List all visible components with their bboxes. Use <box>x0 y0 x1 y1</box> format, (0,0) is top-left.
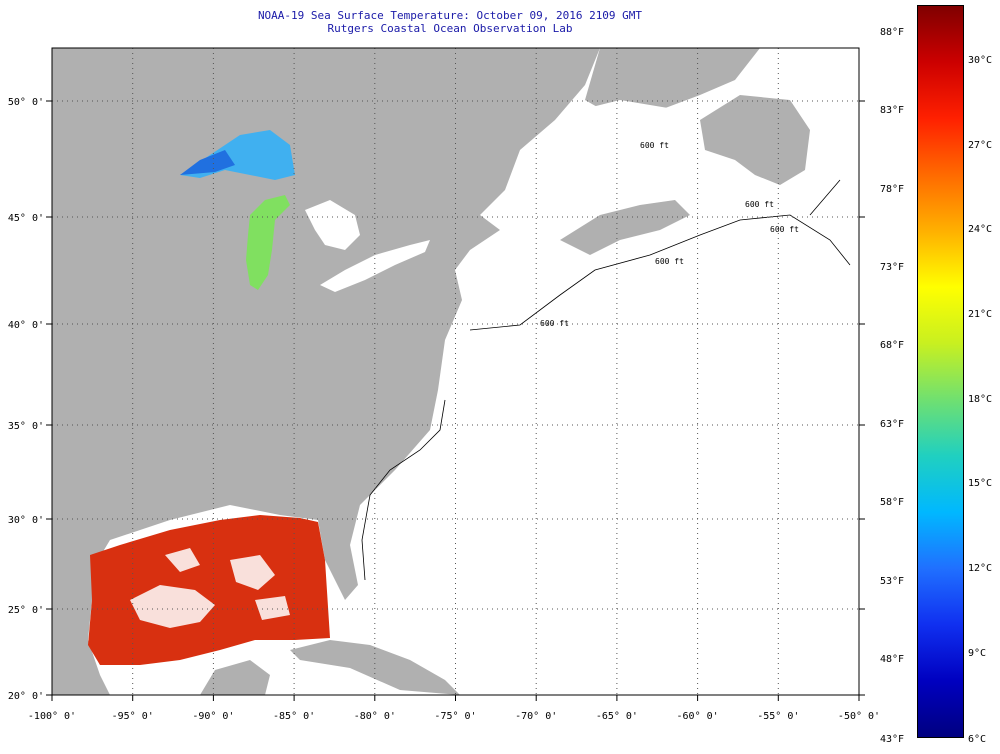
colorbar-fahrenheit-label: 43°F <box>880 734 905 745</box>
lat-label: 20° 0' <box>8 691 44 702</box>
lat-label: 50° 0' <box>8 97 44 108</box>
lon-label: -90° 0' <box>192 711 234 722</box>
lon-label: -65° 0' <box>596 711 638 722</box>
colorbar-fahrenheit-label: 68°F <box>880 340 905 351</box>
lat-label: 30° 0' <box>8 515 44 526</box>
colorbar-fahrenheit-label: 48°F <box>880 654 905 665</box>
lon-label: -50° 0' <box>838 711 880 722</box>
colorbar-celsius-label: 6°C <box>968 734 987 745</box>
colorbar-fahrenheit-label: 53°F <box>880 576 905 587</box>
colorbar-celsius-label: 9°C <box>968 648 987 659</box>
contour-label: 600 ft <box>745 200 774 209</box>
colorbar-celsius-label: 21°C <box>968 309 993 320</box>
colorbar-fahrenheit-label: 78°F <box>880 184 905 195</box>
lake-michigan-sst <box>246 195 290 290</box>
lon-label: -95° 0' <box>112 711 154 722</box>
lat-label: 25° 0' <box>8 605 44 616</box>
land-yucatan <box>200 660 270 695</box>
longitude-labels: -100° 0' -95° 0' -90° 0' -85° 0' -80° 0' -75°… <box>28 711 880 722</box>
colorbar-fahrenheit-label: 63°F <box>880 419 905 430</box>
map-subtitle: Rutgers Coastal Ocean Observation Lab <box>327 22 573 35</box>
lat-label: 45° 0' <box>8 213 44 224</box>
axis-ticks <box>46 100 865 701</box>
colorbar-celsius-label: 24°C <box>968 224 993 235</box>
contour-label: 600 ft <box>540 319 569 328</box>
lon-label: -100° 0' <box>28 711 76 722</box>
colorbar-celsius-label: 15°C <box>968 478 993 489</box>
shelf-contour <box>361 179 851 581</box>
colorbar-fahrenheit-label: 88°F <box>880 27 905 38</box>
lon-label: -75° 0' <box>434 711 476 722</box>
lake-superior-cold <box>180 150 235 175</box>
temperature-colorbar <box>917 5 964 738</box>
colorbar-celsius-label: 18°C <box>968 394 993 405</box>
colorbar-fahrenheit-label: 73°F <box>880 262 905 273</box>
gulf-cloud-gaps <box>130 548 290 628</box>
lat-label: 40° 0' <box>8 320 44 331</box>
land-newfoundland <box>700 95 810 185</box>
land-cuba <box>290 640 460 695</box>
contour-label: 600 ft <box>770 225 799 234</box>
lon-label: -55° 0' <box>757 711 799 722</box>
gulf-of-mexico-sst <box>88 515 330 665</box>
gulf-of-st-lawrence <box>545 100 720 200</box>
contour-label: 600 ft <box>655 257 684 266</box>
contour-label: 600 ft <box>640 141 669 150</box>
land-nova-scotia <box>560 200 690 255</box>
map-title: NOAA-19 Sea Surface Temperature: October… <box>257 9 643 22</box>
lon-label: -85° 0' <box>273 711 315 722</box>
colorbar-celsius-label: 12°C <box>968 563 993 574</box>
lat-label: 35° 0' <box>8 421 44 432</box>
lake-erie-ontario <box>320 240 430 292</box>
lake-huron <box>305 200 360 250</box>
land-north-america <box>52 48 600 695</box>
lon-label: -70° 0' <box>515 711 557 722</box>
latitude-labels: 50° 0' 45° 0' 40° 0' 35° 0' 30° 0' 25° 0' 20° … <box>8 97 44 702</box>
colorbar-fahrenheit-label: 83°F <box>880 105 905 116</box>
lon-label: -80° 0' <box>354 711 396 722</box>
colorbar-fahrenheit-label: 58°F <box>880 497 905 508</box>
lon-label: -60° 0' <box>677 711 719 722</box>
colorbar-celsius-label: 30°C <box>968 55 993 66</box>
colorbar-celsius-label: 27°C <box>968 140 993 151</box>
